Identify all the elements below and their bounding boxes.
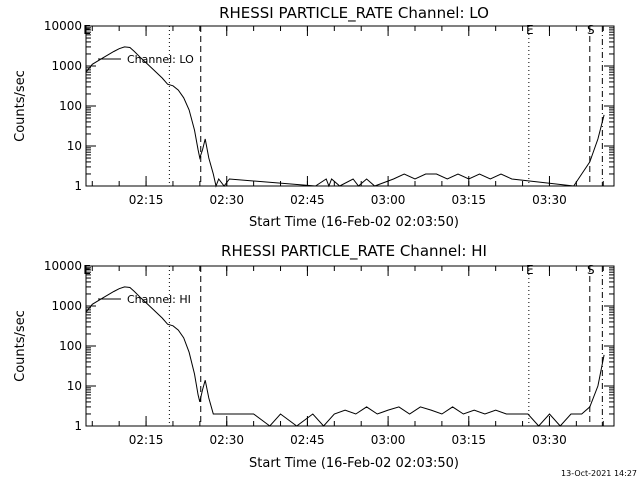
y-tick-label: 1 xyxy=(74,419,82,433)
y-tick-label: 10000 xyxy=(44,19,82,33)
x-tick-label: 02:45 xyxy=(290,433,325,447)
y-tick-label: 10000 xyxy=(44,259,82,273)
y-axis-label: Counts/sec xyxy=(13,70,28,142)
x-tick-label: 03:30 xyxy=(532,193,567,207)
x-tick-label: 03:00 xyxy=(371,193,406,207)
x-tick-label: 02:15 xyxy=(129,433,164,447)
event-marker-label: E xyxy=(526,263,534,277)
event-marker-label: E xyxy=(83,23,91,37)
x-tick-label: 02:30 xyxy=(209,433,244,447)
x-tick-label: 02:30 xyxy=(209,193,244,207)
y-tick-label: 1 xyxy=(74,179,82,193)
y-tick-label: 100 xyxy=(59,339,82,353)
event-marker-label: E xyxy=(83,263,91,277)
chart-panel-2: RHESSI PARTICLE_RATE Channel: HI 1 10 100 10… xyxy=(13,242,615,471)
x-tick-label: 02:45 xyxy=(290,193,325,207)
x-tick-label: 03:00 xyxy=(371,433,406,447)
legend-label: Channel: LO xyxy=(127,53,194,66)
y-tick-label: 10 xyxy=(67,379,82,393)
y-axis-label: Counts/sec xyxy=(13,310,28,382)
y-tick-label: 1000 xyxy=(51,59,82,73)
plot-frame xyxy=(85,25,615,187)
chart-panel-1: RHESSI PARTICLE_RATE Channel: LO 1 10 100 10… xyxy=(13,4,615,230)
event-marker-label: S xyxy=(587,23,595,37)
event-marker-label: S xyxy=(587,263,595,277)
series-line xyxy=(85,286,605,427)
legend-label: Channel: HI xyxy=(127,293,191,306)
y-tick-label: 100 xyxy=(59,99,82,113)
y-tick-label: 10 xyxy=(67,139,82,153)
x-tick-label: 02:15 xyxy=(129,193,164,207)
x-axis-label: Start Time (16-Feb-02 02:03:50) xyxy=(249,215,459,230)
series-line xyxy=(85,46,605,188)
chart-title: RHESSI PARTICLE_RATE Channel: LO xyxy=(219,4,489,23)
plot-frame xyxy=(85,265,615,427)
x-tick-label: 03:15 xyxy=(451,193,486,207)
x-axis-label: Start Time (16-Feb-02 02:03:50) xyxy=(249,456,459,471)
footer-timestamp: 13-Oct-2021 14:27 xyxy=(561,469,637,478)
x-tick-label: 03:30 xyxy=(532,433,567,447)
x-tick-label: 03:15 xyxy=(451,433,486,447)
y-tick-label: 1000 xyxy=(51,299,82,313)
chart-title: RHESSI PARTICLE_RATE Channel: HI xyxy=(221,242,487,261)
event-marker-label: E xyxy=(526,23,534,37)
